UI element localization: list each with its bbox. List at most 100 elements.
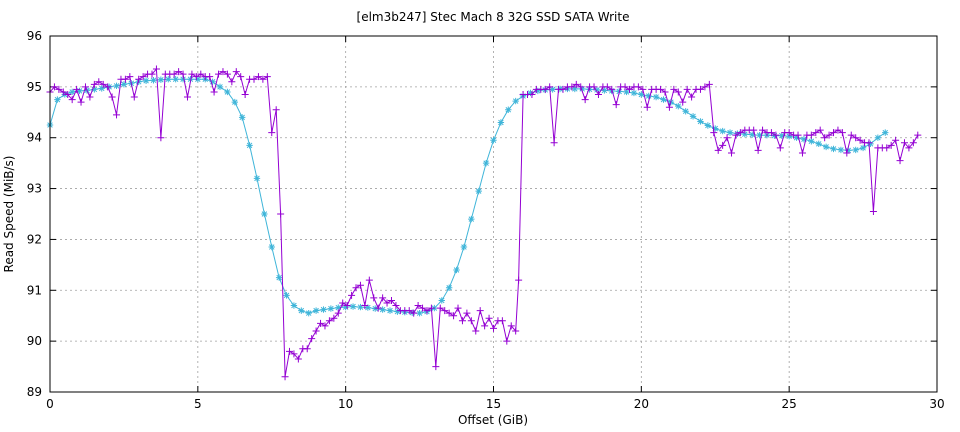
raw-point (277, 210, 285, 218)
raw-point (603, 83, 611, 91)
raw-point (410, 309, 418, 317)
y-tick-label: 95 (27, 80, 42, 94)
smooth-point (113, 82, 120, 90)
raw-point (750, 126, 758, 134)
tick-labels: 0 5 10 15 20 25 30 89 90 91 92 93 94 95 96 (27, 29, 945, 411)
raw-point (896, 157, 904, 165)
smooth-point (460, 243, 468, 251)
smooth-point (157, 76, 165, 83)
raw-point (798, 149, 806, 157)
raw-point (834, 126, 842, 134)
raw-point (546, 83, 554, 91)
raw-point (237, 73, 245, 81)
raw-point (303, 345, 311, 353)
smooth-point (859, 144, 867, 152)
raw-point (259, 75, 267, 83)
raw-point (294, 355, 302, 363)
smooth-point (224, 88, 231, 96)
raw-point (272, 106, 280, 114)
smooth-point (830, 145, 837, 153)
y-tick-label: 92 (27, 232, 42, 246)
smooth-point (394, 308, 401, 315)
smooth-point (335, 304, 342, 311)
raw-point (608, 85, 616, 93)
smooth-point (593, 86, 601, 94)
raw-point (476, 307, 484, 315)
smooth-point (652, 93, 660, 101)
y-tick-label: 93 (27, 182, 42, 196)
smooth-point (349, 303, 357, 310)
smooth-point (726, 129, 734, 136)
raw-point (210, 88, 218, 96)
raw-point (688, 93, 696, 101)
raw-point (467, 317, 475, 325)
raw-point (843, 149, 851, 157)
x-tick-label: 30 (929, 397, 944, 411)
raw-point (498, 317, 506, 325)
y-tick-label: 96 (27, 29, 42, 43)
raw-point (64, 90, 72, 98)
raw-point (454, 304, 462, 312)
smooth-point (120, 81, 128, 88)
smooth-point (822, 143, 830, 151)
raw-point (232, 68, 240, 76)
raw-point (50, 83, 58, 91)
smooth-point (808, 138, 815, 145)
x-tick-label: 5 (194, 397, 202, 411)
raw-point (121, 75, 129, 83)
raw-point (77, 98, 85, 106)
raw-point (432, 363, 440, 371)
raw-point (290, 350, 298, 358)
raw-point (135, 75, 143, 83)
raw-point (869, 207, 877, 215)
x-tick-label: 20 (634, 397, 649, 411)
smooth-point (312, 307, 320, 314)
smooth-point (327, 305, 335, 312)
raw-point (250, 75, 258, 83)
raw-point (458, 317, 466, 325)
raw-point (909, 139, 917, 147)
raw-point (405, 307, 413, 315)
raw-point (281, 373, 289, 381)
raw-point (696, 85, 704, 93)
raw-point (503, 337, 511, 345)
raw-point (183, 93, 191, 101)
smooth-point (741, 130, 749, 138)
smooth-point (638, 91, 645, 98)
smooth-point (793, 134, 800, 141)
raw-point (73, 85, 81, 93)
raw-point (776, 144, 784, 152)
raw-point (900, 139, 908, 147)
smooth-point (98, 85, 105, 92)
raw-point (683, 85, 691, 93)
smooth-point (379, 306, 386, 313)
smooth-point (179, 76, 187, 83)
smooth-point (867, 140, 874, 148)
smooth-point (749, 131, 756, 138)
raw-point (285, 347, 293, 355)
smooth-point (268, 243, 275, 251)
raw-point (568, 83, 576, 91)
smooth-point (874, 134, 882, 141)
raw-point (148, 70, 156, 78)
raw-point (657, 85, 665, 93)
raw-point (104, 83, 112, 91)
smooth-point (630, 89, 638, 97)
raw-point (661, 88, 669, 96)
smooth-point (689, 113, 697, 120)
raw-point (436, 304, 444, 312)
smooth-point (246, 142, 253, 149)
smooth-point (815, 140, 822, 148)
raw-point (794, 131, 802, 139)
raw-point (383, 299, 391, 307)
raw-point (223, 70, 231, 78)
smooth-point (283, 292, 290, 299)
smooth-point (549, 86, 556, 93)
raw-point (865, 139, 873, 147)
raw-point (179, 70, 187, 78)
raw-point (626, 85, 634, 93)
raw-point (856, 136, 864, 144)
raw-point (175, 68, 183, 76)
series-raw (46, 65, 922, 381)
smooth-point (54, 96, 61, 103)
